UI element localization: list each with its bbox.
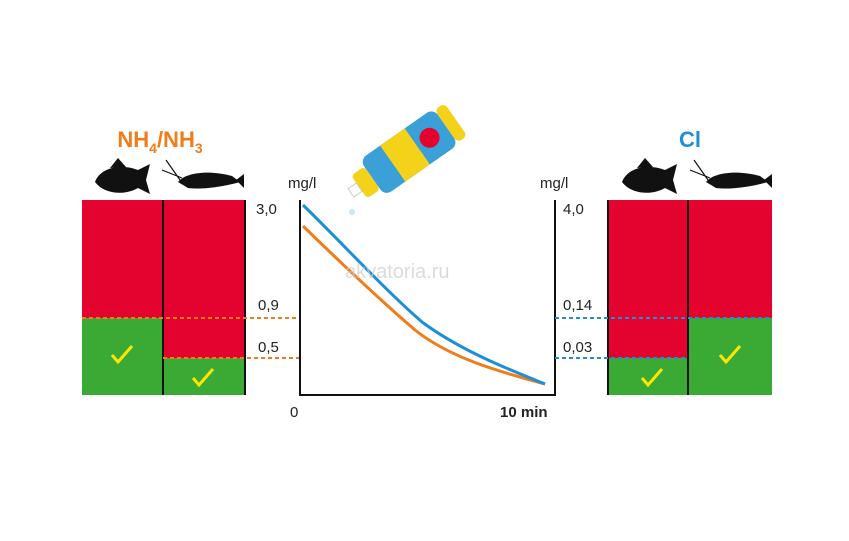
green-zone	[608, 358, 688, 395]
check-icon	[718, 345, 742, 365]
check-icon	[191, 368, 215, 388]
axis-unit: mg/l	[540, 175, 568, 192]
left-title: NH4/NH3	[117, 127, 202, 156]
level-label: 0,03	[563, 339, 592, 356]
x-start: 0	[290, 404, 298, 421]
title-sub: 4	[149, 140, 157, 156]
title-sub: 3	[195, 140, 203, 156]
level-label: 0,5	[258, 339, 279, 356]
right-title: Cl	[679, 127, 701, 152]
x-end: 10 min	[500, 404, 548, 421]
shrimp-icon	[689, 159, 772, 189]
fish-icon	[622, 158, 677, 194]
green-zone	[163, 358, 245, 395]
level-label: 0,9	[258, 297, 279, 314]
axis-max: 4,0	[563, 201, 584, 218]
drop	[349, 209, 355, 215]
title-part: /NH	[157, 127, 195, 152]
bottle-icon	[347, 105, 466, 198]
fish-icon	[95, 158, 150, 194]
shrimp-icon	[161, 159, 244, 189]
check-icon	[640, 368, 664, 388]
title-part: NH	[117, 127, 149, 152]
level-label: 0,14	[563, 297, 592, 314]
curve-cl	[301, 203, 546, 386]
axis-unit: mg/l	[288, 175, 316, 192]
axis-max: 3,0	[256, 201, 277, 218]
check-icon	[110, 345, 134, 365]
curve-nh	[301, 224, 546, 386]
watermark: akvatoria.ru	[345, 261, 450, 283]
